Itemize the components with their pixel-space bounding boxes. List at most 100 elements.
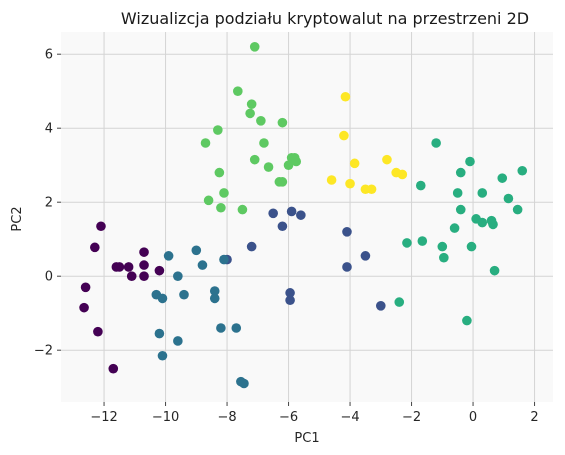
x-tick-label: −2 <box>402 410 421 425</box>
data-point-cluster-6 <box>398 170 408 180</box>
data-point-cluster-0 <box>90 243 100 253</box>
data-point-cluster-4 <box>465 157 475 167</box>
data-point-cluster-2 <box>210 294 220 304</box>
data-point-cluster-1 <box>247 242 257 252</box>
data-point-cluster-5 <box>238 205 248 215</box>
data-point-cluster-2 <box>198 260 208 270</box>
data-point-cluster-5 <box>201 138 211 148</box>
x-tick-label: −10 <box>152 410 179 425</box>
x-tick-label: 2 <box>530 410 538 425</box>
x-axis-label: PC1 <box>294 431 319 446</box>
y-tick-label: 2 <box>45 196 53 211</box>
data-point-cluster-1 <box>296 210 306 220</box>
data-point-cluster-0 <box>115 262 125 272</box>
data-point-cluster-2 <box>155 329 165 339</box>
data-point-cluster-0 <box>139 271 149 281</box>
data-point-cluster-1 <box>342 227 352 237</box>
data-point-cluster-0 <box>93 327 103 337</box>
data-point-cluster-4 <box>439 253 449 263</box>
data-point-cluster-2 <box>158 294 168 304</box>
data-point-cluster-5 <box>291 157 301 167</box>
data-point-cluster-2 <box>173 336 183 346</box>
y-tick-label: 4 <box>45 122 53 137</box>
data-point-cluster-4 <box>456 168 466 178</box>
data-point-cluster-1 <box>361 251 371 261</box>
chart-title: Wizualizcja podziału kryptowalut na prze… <box>121 9 529 28</box>
data-point-cluster-1 <box>285 295 295 305</box>
data-point-cluster-0 <box>127 271 137 281</box>
y-tick-label: −2 <box>34 344 53 359</box>
data-point-cluster-5 <box>216 203 226 213</box>
y-tick-label: 0 <box>45 270 53 285</box>
data-point-cluster-0 <box>96 221 106 231</box>
data-point-cluster-4 <box>497 173 507 183</box>
data-point-cluster-5 <box>278 118 288 128</box>
data-point-cluster-4 <box>394 297 404 307</box>
data-point-cluster-6 <box>345 179 355 189</box>
data-point-cluster-0 <box>108 364 118 374</box>
data-point-cluster-2 <box>219 255 229 265</box>
data-point-cluster-5 <box>275 177 285 187</box>
data-point-cluster-4 <box>450 223 460 233</box>
data-point-cluster-4 <box>477 218 487 228</box>
y-axis-label: PC2 <box>10 206 25 231</box>
data-point-cluster-4 <box>456 205 466 215</box>
data-point-cluster-4 <box>402 238 412 248</box>
data-point-cluster-4 <box>490 266 500 276</box>
data-point-cluster-4 <box>453 188 463 198</box>
data-point-cluster-4 <box>467 242 477 252</box>
data-point-cluster-1 <box>376 301 386 311</box>
data-point-cluster-5 <box>215 168 225 178</box>
data-point-cluster-5 <box>264 162 274 172</box>
x-tick-label: −8 <box>217 410 236 425</box>
data-point-cluster-2 <box>158 351 168 361</box>
data-point-cluster-5 <box>259 138 269 148</box>
data-point-cluster-6 <box>382 155 392 165</box>
x-tick-label: −6 <box>279 410 298 425</box>
data-point-cluster-4 <box>431 138 441 148</box>
x-tick-label: −12 <box>90 410 117 425</box>
data-point-cluster-0 <box>155 266 165 276</box>
data-point-cluster-2 <box>179 290 189 300</box>
data-point-cluster-2 <box>216 323 226 333</box>
data-point-cluster-5 <box>250 42 260 52</box>
data-point-cluster-5 <box>204 196 214 206</box>
data-point-cluster-5 <box>233 86 243 96</box>
data-point-cluster-4 <box>462 316 472 326</box>
data-point-cluster-1 <box>342 262 352 272</box>
data-point-cluster-4 <box>416 181 426 191</box>
x-tick-label: 0 <box>469 410 477 425</box>
data-point-cluster-4 <box>517 166 527 176</box>
data-point-cluster-0 <box>139 247 149 257</box>
data-point-cluster-2 <box>173 271 183 281</box>
data-point-cluster-5 <box>245 109 255 119</box>
data-point-cluster-5 <box>213 125 223 135</box>
data-point-cluster-2 <box>239 379 249 389</box>
data-point-cluster-4 <box>504 194 514 204</box>
data-point-cluster-6 <box>339 131 349 141</box>
data-point-cluster-0 <box>139 260 149 270</box>
data-point-cluster-4 <box>477 188 487 198</box>
data-point-cluster-4 <box>513 205 523 215</box>
data-point-cluster-4 <box>438 242 448 252</box>
data-point-cluster-6 <box>350 159 360 169</box>
data-point-cluster-0 <box>79 303 89 313</box>
y-tick-label: 6 <box>45 48 53 63</box>
data-point-cluster-5 <box>256 116 266 126</box>
data-point-cluster-2 <box>192 246 202 256</box>
y-axis: −2 0 2 4 6 <box>34 48 61 359</box>
data-point-cluster-6 <box>327 175 337 185</box>
data-point-cluster-1 <box>287 207 297 217</box>
data-point-cluster-5 <box>219 188 229 198</box>
x-tick-label: −4 <box>340 410 359 425</box>
data-point-cluster-4 <box>418 236 428 246</box>
x-axis: −12 −10 −8 −6 −4 −2 0 2 <box>90 402 538 425</box>
data-point-cluster-0 <box>124 262 134 272</box>
data-point-cluster-5 <box>250 155 260 165</box>
data-point-cluster-4 <box>488 220 498 230</box>
data-point-cluster-2 <box>231 323 241 333</box>
data-point-cluster-1 <box>268 209 278 219</box>
data-point-cluster-6 <box>367 184 377 194</box>
data-point-cluster-1 <box>278 221 288 231</box>
